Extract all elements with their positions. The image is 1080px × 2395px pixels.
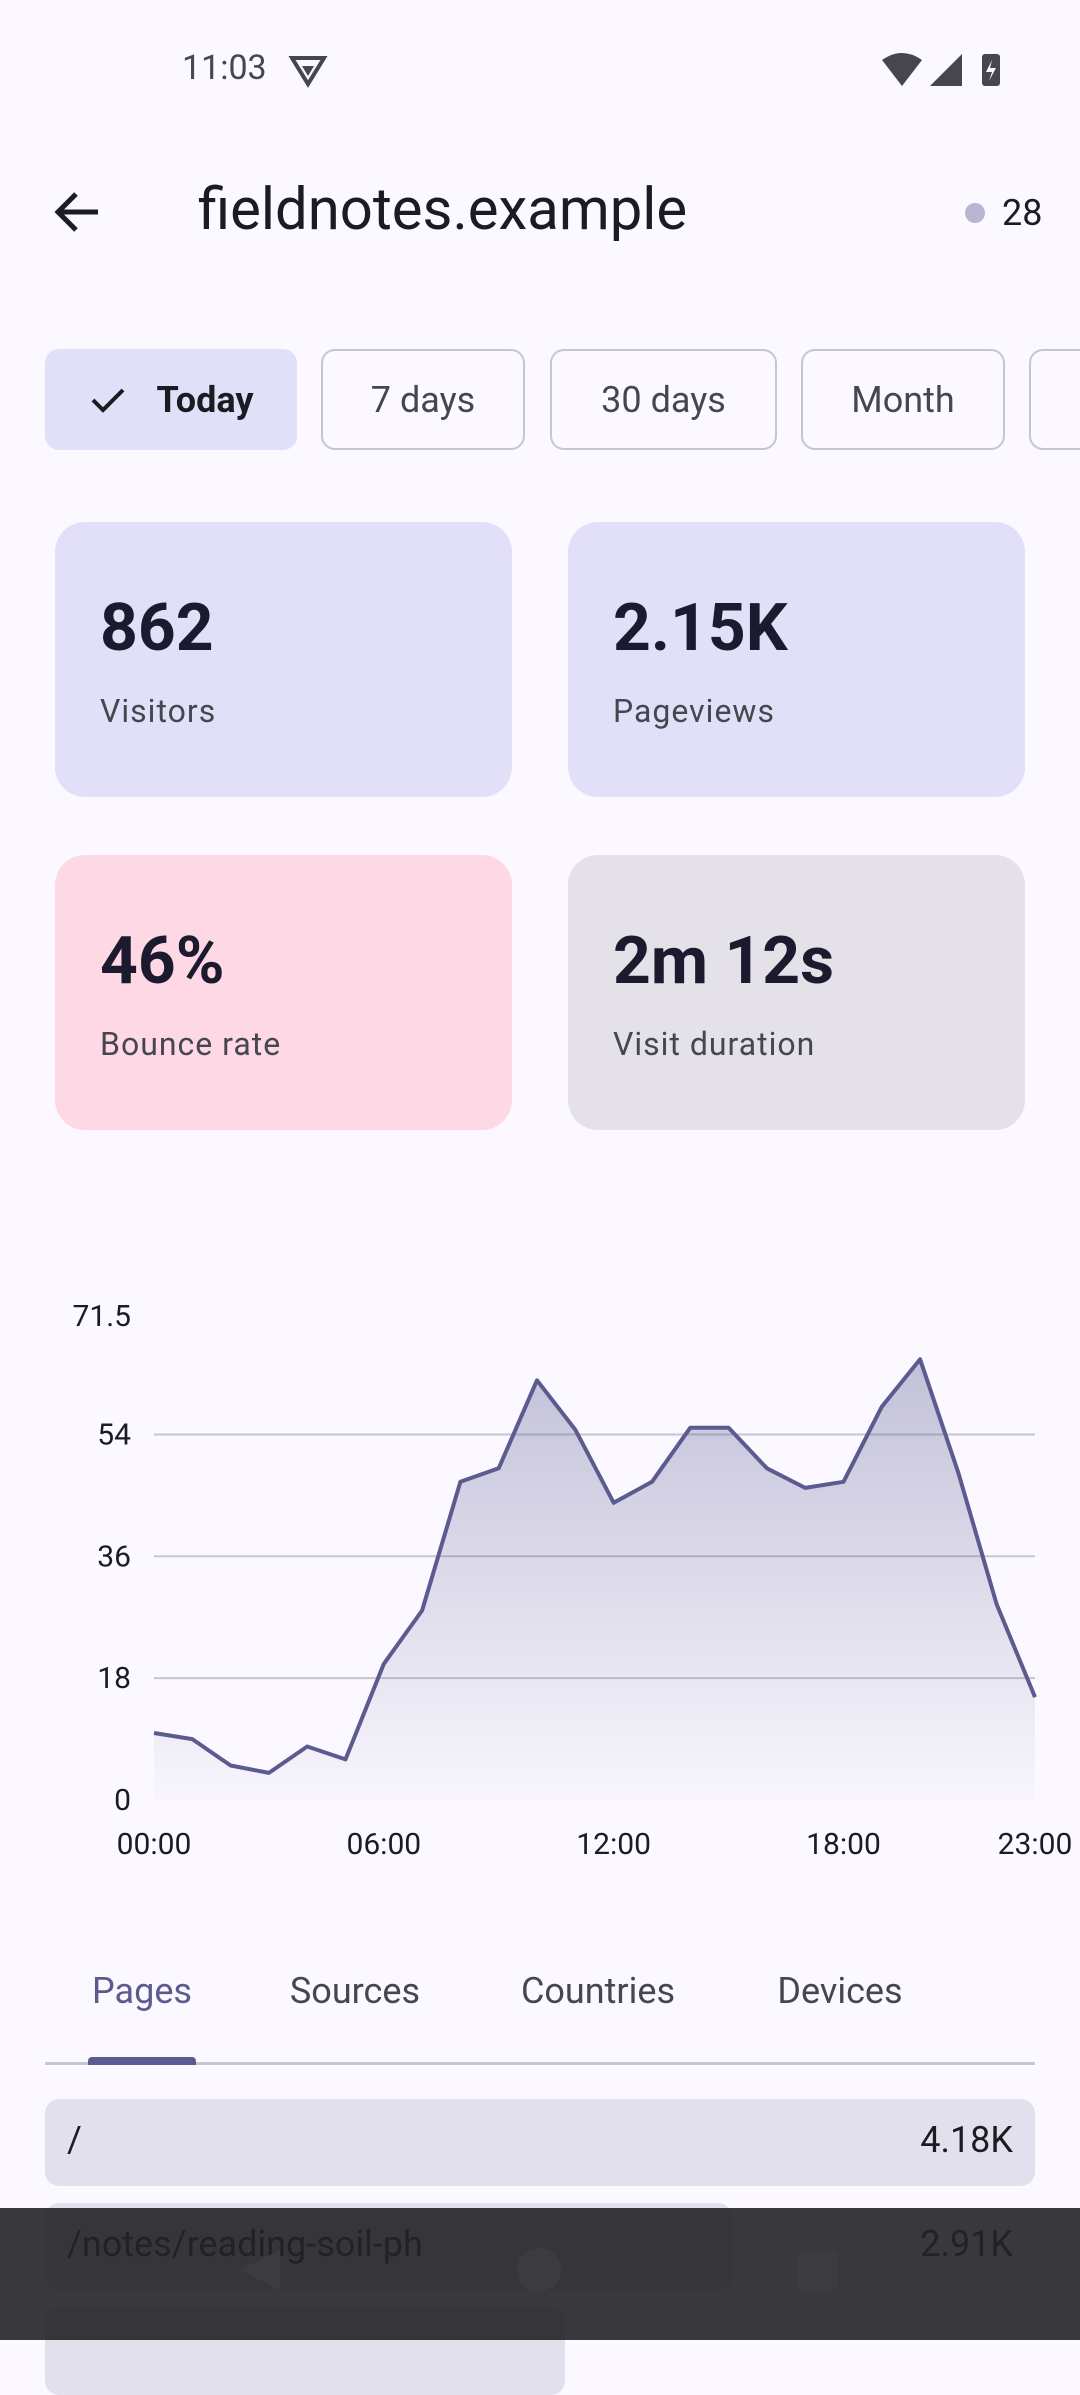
filter-chip[interactable]: Today <box>45 349 297 450</box>
chip-label: 7 days <box>370 378 476 421</box>
stat-card: 2m 12s Visit duration <box>568 855 1025 1130</box>
stat-value: 862 <box>100 590 214 667</box>
back-button[interactable] <box>52 188 104 236</box>
x-tick-label: 06:00 <box>346 1827 421 1862</box>
x-tick-label: 00:00 <box>117 1827 192 1862</box>
nav-recents[interactable] <box>798 2250 838 2290</box>
filter-chip[interactable]: 7 days <box>321 349 525 450</box>
stat-value: 2m 12s <box>613 923 835 1000</box>
y-tick-label: 36 <box>97 1539 131 1574</box>
x-tick-label: 18:00 <box>806 1827 881 1862</box>
live-dot <box>965 203 985 223</box>
chip-label: Month <box>851 378 955 421</box>
tab-indicator <box>88 2057 196 2065</box>
tab[interactable]: Devices <box>777 1970 903 2012</box>
area <box>154 1359 1035 1800</box>
x-tick-label: 23:00 <box>998 1827 1073 1862</box>
nav-back[interactable] <box>240 2250 280 2290</box>
nav-home[interactable] <box>517 2248 561 2292</box>
live-count: 28 <box>1002 192 1043 234</box>
check-icon <box>91 388 124 413</box>
tab[interactable]: Sources <box>289 1970 421 2012</box>
filter-chip[interactable]: Month <box>801 349 1005 450</box>
row-value: 4.18K <box>920 2119 1013 2161</box>
status-icon <box>288 56 328 88</box>
screen: 11:03 fieldnotes.example 28 Today 7 days 3… <box>0 48 1080 2395</box>
stat-label: Bounce rate <box>100 1025 282 1063</box>
tab-divider <box>45 2062 1035 2065</box>
chip-label: Today <box>156 378 254 421</box>
x-tick-label: 12:00 <box>576 1827 651 1862</box>
chip-label: 30 days <box>601 378 726 421</box>
app-title: fieldnotes.example <box>198 176 688 244</box>
status-icons <box>882 53 1000 86</box>
chart: 0 18 36 54 71.5 00:00 06:00 12:00 18:00 23:00 <box>73 1299 1073 1862</box>
nav-icons <box>240 2248 838 2292</box>
stat-label: Visit duration <box>613 1025 816 1063</box>
line <box>153 1357 1037 1775</box>
y-tick-label: 18 <box>97 1661 131 1696</box>
list-row-bar <box>45 2099 1035 2186</box>
nav-bar <box>0 2208 1080 2340</box>
stat-card: 862 Visitors <box>55 522 512 797</box>
y-tick-label: 71.5 <box>73 1299 132 1334</box>
y-tick-label: 0 <box>114 1783 131 1818</box>
status-time: 11:03 <box>182 48 267 88</box>
tab[interactable]: Pages <box>92 1970 192 2012</box>
stat-value: 2.15K <box>613 590 788 667</box>
filter-chip[interactable]: 30 days <box>550 349 777 450</box>
stat-card: 46% Bounce rate <box>55 855 512 1130</box>
stat-label: Visitors <box>100 692 217 730</box>
row-path[interactable]: / <box>67 2119 82 2161</box>
tab[interactable]: Countries <box>520 1970 676 2012</box>
stat-label: Pageviews <box>613 692 775 730</box>
y-tick-label: 54 <box>97 1417 131 1452</box>
stat-value: 46% <box>100 923 225 1000</box>
stat-card: 2.15K Pageviews <box>568 522 1025 797</box>
filter-chip-partial[interactable] <box>1029 349 1080 450</box>
